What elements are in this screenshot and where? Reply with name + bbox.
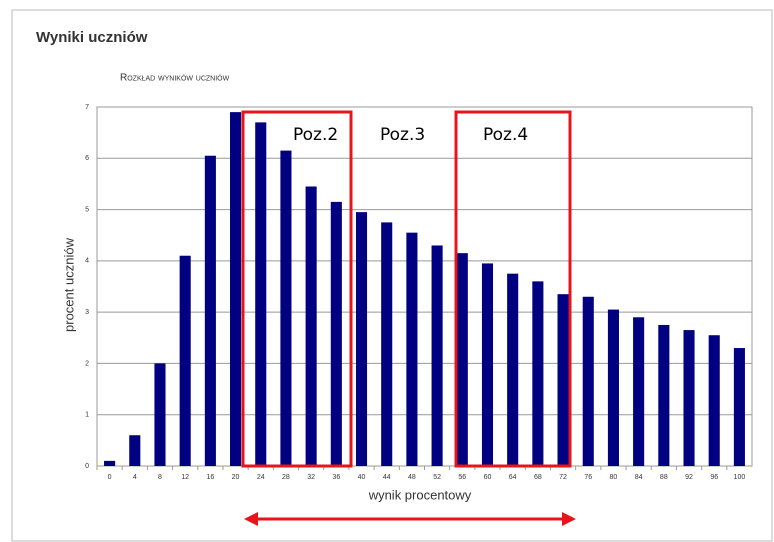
bar [330,201,342,466]
x-tick-label: 80 [610,474,618,481]
x-tick-label: 48 [408,474,416,481]
x-tick-label: 8 [158,474,162,481]
bar [481,263,494,466]
x-tick-label: 84 [635,474,643,481]
x-tick-label: 52 [433,474,441,481]
x-tick-label: 28 [282,474,290,481]
header: Wyniki uczniów [36,29,148,46]
bar [154,363,166,466]
bar [708,335,720,466]
y-tick-label: 6 [85,155,89,162]
highlight-box [454,110,572,468]
bar [456,253,468,466]
bar [658,324,670,466]
x-tick-label: 44 [383,474,391,481]
x-tick-label: 64 [509,474,517,481]
bar [129,435,141,466]
annotation: Poz.4 [483,125,528,145]
chart-title: Rozkład wyników uczniów [120,73,230,84]
bar [230,112,242,466]
x-tick-label: 36 [332,474,340,481]
x-tick-label: 72 [559,474,567,481]
bar [255,122,267,466]
annotation: Poz.2 [293,125,338,145]
bar [204,155,216,466]
bar [733,348,745,466]
x-tick-label: 60 [484,474,492,481]
bar [607,309,619,466]
y-tick-label: 5 [85,206,89,213]
x-tick-label: 40 [358,474,366,481]
x-tick-label: 16 [206,474,214,481]
x-tick-label: 92 [685,474,693,481]
bar [381,222,393,466]
bar [633,317,645,466]
y-tick-label: 4 [85,258,89,265]
bar [431,245,443,466]
x-tick-label: 12 [181,474,189,481]
bar [507,273,519,466]
x-tick-label: 20 [232,474,240,481]
y-tick-label: 0 [85,463,89,470]
annotation: Poz.3 [380,125,425,145]
x-tick-label: 4 [133,474,137,481]
x-tick-label: 24 [257,474,265,481]
bar [305,186,317,466]
x-tick-label: 76 [584,474,592,481]
x-tick-label: 0 [108,474,112,481]
bar [355,212,368,466]
x-tick-label: 100 [734,474,746,481]
bar [406,232,418,466]
x-tick-label: 68 [534,474,542,481]
x-tick-label: 96 [710,474,718,481]
bar [104,460,116,466]
y-tick-label: 3 [85,309,89,316]
arrow-head [244,512,258,526]
y-tick-label: 2 [85,360,89,367]
x-tick-label: 32 [307,474,315,481]
highlight-box [241,110,353,468]
x-tick-label: 88 [660,474,668,481]
bar [683,330,695,466]
bar [582,296,594,466]
y-tick-label: 7 [85,104,89,111]
bar [280,150,292,467]
y-tick-label: 1 [85,412,89,419]
bar [532,281,544,466]
bar [557,294,569,466]
x-tick-label: 56 [458,474,466,481]
x-axis-label: wynik procentowy [368,487,472,502]
y-axis-label: procent uczniów [61,237,76,332]
arrow-head [562,512,576,526]
bar [179,255,191,466]
